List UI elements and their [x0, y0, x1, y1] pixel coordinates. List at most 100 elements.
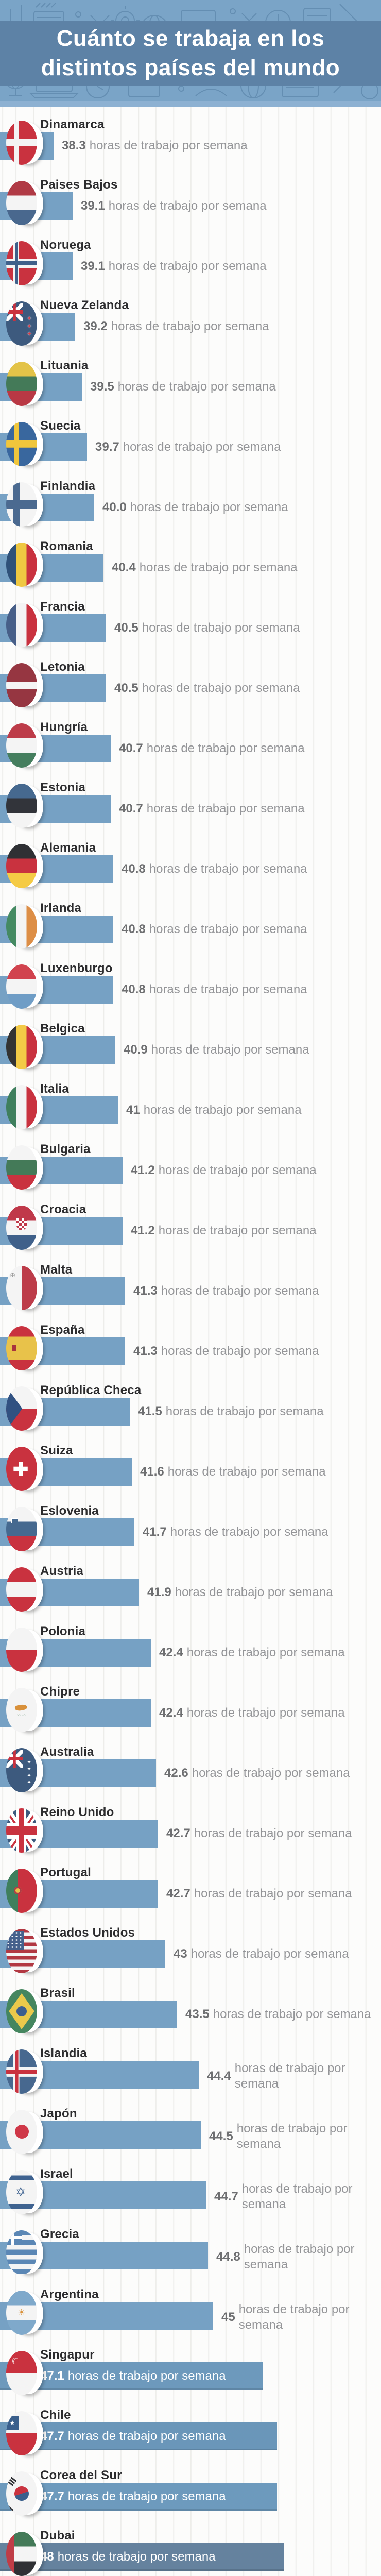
- flag-disc: [6, 1266, 37, 1310]
- flag-disc: [6, 362, 37, 406]
- country-name: Suiza: [40, 1444, 73, 1458]
- hours-label: 40.7 horas de trabajo por semana: [119, 735, 374, 762]
- page-title-line1: Cuánto se trabaja en los: [56, 26, 325, 51]
- country-name: Chile: [40, 2408, 71, 2422]
- country-row: 40.0 horas de trabajo por semana Finlandi…: [0, 479, 381, 539]
- flag-disc: [6, 964, 37, 1009]
- country-row: 40.8 horas de trabajo por semana Alemania: [0, 841, 381, 901]
- hours-label: 40.8 horas de trabajo por semana: [122, 916, 374, 943]
- country-name: Bulgaria: [40, 1142, 91, 1156]
- page-title-line2: distintos países del mundo: [41, 55, 340, 80]
- hours-unit-label: horas de trabajo por semana: [67, 2489, 226, 2503]
- hours-label: 40.8 horas de trabajo por semana: [122, 976, 374, 1004]
- flag-sg-icon: [5, 2351, 46, 2397]
- hours-value: 47.7: [40, 2489, 64, 2503]
- country-name: Dinamarca: [40, 117, 105, 131]
- hours-value: 42.7: [166, 1826, 190, 1840]
- country-name: República Checa: [40, 1383, 142, 1397]
- hours-value: 44.4: [207, 2069, 231, 2083]
- hours-label: 43.5 horas de trabajo por semana: [185, 2001, 374, 2028]
- hours-label: 41 horas de trabajo por semana: [126, 1096, 374, 1124]
- country-name: Japón: [40, 2107, 77, 2121]
- hours-value: 41.3: [133, 1344, 158, 1358]
- flag-hr-icon: [5, 1206, 46, 1252]
- country-name: Reino Unido: [40, 1805, 114, 1819]
- hours-label: 41.7 horas de trabajo por semana: [143, 1518, 374, 1546]
- country-name: Alemania: [40, 841, 96, 855]
- hours-label: 40.4 horas de trabajo por semana: [112, 554, 374, 582]
- hours-label: 48 horas de trabajo por semana: [40, 2543, 216, 2571]
- hours-unit-label: horas de trabajo por semana: [67, 2429, 226, 2443]
- hours-value: 42.4: [159, 1706, 183, 1720]
- country-name: Austria: [40, 1564, 84, 1578]
- hours-value: 41.2: [131, 1163, 155, 1177]
- country-name: Paises Bajos: [40, 178, 118, 192]
- country-name: Singapur: [40, 2348, 95, 2362]
- country-name: Australia: [40, 1745, 94, 1759]
- hours-label: 41.5 horas de trabajo por semana: [138, 1398, 374, 1426]
- country-row: 39.2 horas de trabajo por semanaNueva Ze…: [0, 298, 381, 359]
- flag-disc: [6, 2170, 37, 2214]
- country-name: Francia: [40, 600, 85, 614]
- hours-unit-label: horas de trabajo por semana: [165, 1404, 324, 1418]
- country-row: 40.7 horas de trabajo por semana Estonia: [0, 781, 381, 841]
- country-row: 41.3 horas de trabajo por semana Malta: [0, 1263, 381, 1323]
- hours-value: 38.3: [62, 139, 86, 152]
- header-banner: Cuánto se trabaja en los distintos paíse…: [0, 0, 381, 101]
- country-row: 40.8 horas de trabajo por semana Luxenbur…: [0, 961, 381, 1022]
- flag-br-icon: [5, 1989, 46, 2036]
- hours-label: 40.5 horas de trabajo por semana: [114, 674, 374, 702]
- hours-unit-label: horas de trabajo por semana: [151, 1043, 309, 1057]
- hours-label: 42.7 horas de trabajo por semana: [166, 1820, 374, 1848]
- flag-ee-icon: [5, 784, 46, 830]
- flag-si-icon: [5, 1507, 46, 1553]
- hours-label: 47.7 horas de trabajo por semana: [40, 2422, 226, 2450]
- hours-bar: 47.1 horas de trabajo por semana: [0, 2362, 263, 2390]
- hours-label: 41.2 horas de trabajo por semana: [131, 1217, 374, 1245]
- country-row: 44.5 horas de trabajo por semana Japón: [0, 2107, 381, 2167]
- country-name: Estados Unidos: [40, 1926, 135, 1940]
- flag-cy-icon: [5, 1688, 46, 1734]
- country-row: 41.2 horas de trabajo por semana Croacia: [0, 1202, 381, 1263]
- hours-label: 40.5 horas de trabajo por semana: [114, 614, 374, 642]
- hours-unit-label: horas de trabajo por semana: [236, 2122, 348, 2151]
- hours-value: 41.6: [140, 1465, 164, 1479]
- hours-value: 42.4: [159, 1646, 183, 1659]
- flag-disc: [6, 784, 37, 828]
- hours-label: 39.2 horas de trabajo por semana: [83, 313, 374, 341]
- country-row: 45 horas de trabajo por semana Argentina: [0, 2287, 381, 2348]
- flag-se-icon: [5, 422, 46, 468]
- hours-value: 40.7: [119, 741, 143, 755]
- hours-unit-label: horas de trabajo por semana: [146, 741, 305, 755]
- country-row: 41.6 horas de trabajo por semana Suiza: [0, 1444, 381, 1504]
- hours-value: 43: [174, 1947, 187, 1961]
- hours-unit-label: horas de trabajo por semana: [149, 982, 307, 996]
- country-row: 42.6 horas de trabajo por semana Australi…: [0, 1745, 381, 1805]
- country-row: 41.2 horas de trabajo por semana Bulgaria: [0, 1142, 381, 1202]
- hours-value: 41.5: [138, 1404, 162, 1418]
- flag-disc: [6, 121, 37, 165]
- country-row: 43.5 horas de trabajo por semana Brasil: [0, 1986, 381, 2046]
- country-name: Noruega: [40, 238, 91, 252]
- country-row: 41 horas de trabajo por semana Italia: [0, 1082, 381, 1142]
- hours-label: 42.7 horas de trabajo por semana: [166, 1880, 374, 1908]
- flag-nl-icon: [5, 181, 46, 227]
- flag-disc: [6, 2411, 37, 2455]
- hours-unit-label: horas de trabajo por semana: [111, 319, 269, 333]
- country-row: 40.9 horas de trabajo por semana Belgica: [0, 1022, 381, 1082]
- country-name: Israel: [40, 2167, 73, 2181]
- flag-dk-icon: [5, 121, 46, 167]
- hours-unit-label: horas de trabajo por semana: [238, 2302, 350, 2332]
- hours-label: 47.1 horas de trabajo por semana: [40, 2362, 226, 2390]
- hours-unit-label: horas de trabajo por semana: [213, 2007, 371, 2021]
- country-row: 38.3 horas de trabajo por semana Dinamarc…: [0, 117, 381, 178]
- country-name: Nueva Zelanda: [40, 298, 129, 312]
- country-row: 39.7 horas de trabajo por semana Suecia: [0, 419, 381, 479]
- hours-value: 40.8: [122, 982, 146, 996]
- flag-disc: [6, 1748, 37, 1792]
- country-name: Grecia: [40, 2227, 79, 2241]
- hours-unit-label: horas de trabajo por semana: [142, 621, 300, 635]
- flag-pt-icon: [5, 1869, 46, 1915]
- hours-value: 39.1: [81, 199, 105, 213]
- country-row: 42.7 horas de trabajo por semana Portugal: [0, 1866, 381, 1926]
